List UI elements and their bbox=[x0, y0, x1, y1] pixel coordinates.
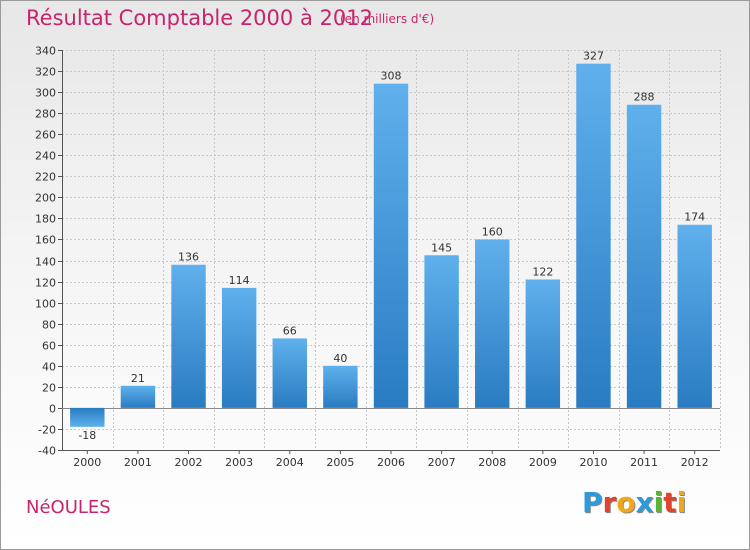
bar-2001 bbox=[120, 385, 156, 408]
data-label: 288 bbox=[634, 91, 655, 104]
y-tick-label: 100 bbox=[35, 298, 56, 311]
x-tick-label: 2012 bbox=[681, 456, 709, 469]
data-label: 160 bbox=[482, 225, 503, 238]
x-tick-label: 2011 bbox=[630, 456, 658, 469]
x-tick-label: 2006 bbox=[377, 456, 405, 469]
y-tick-label: 280 bbox=[35, 108, 56, 121]
y-tick-label: 60 bbox=[42, 340, 56, 353]
y-tick-label: 300 bbox=[35, 87, 56, 100]
logo-letter: x bbox=[635, 486, 654, 519]
bar-2006 bbox=[373, 83, 409, 408]
y-tick-label: 200 bbox=[35, 192, 56, 205]
data-label: 40 bbox=[333, 352, 347, 365]
bar-2004 bbox=[272, 338, 307, 408]
x-tick-label: 2009 bbox=[529, 456, 557, 469]
town-name: NéOULES bbox=[26, 497, 111, 518]
labels: -40 -20 0 20 40 60 80 100 120 140 160 180 200 220 240 2… bbox=[35, 45, 709, 470]
bar-2002 bbox=[171, 264, 206, 408]
y-tick-label: 80 bbox=[42, 319, 56, 332]
y-tick-label: 220 bbox=[35, 171, 56, 184]
x-tick-label: 2003 bbox=[225, 456, 253, 469]
y-tick-label: 140 bbox=[35, 256, 56, 269]
x-tick-label: 2008 bbox=[478, 456, 506, 469]
x-tick-label: 2005 bbox=[326, 456, 354, 469]
x-tick-label: 2002 bbox=[175, 456, 203, 469]
data-label: 122 bbox=[532, 265, 553, 278]
logo-letter: t bbox=[663, 486, 677, 519]
y-tick-label: 320 bbox=[35, 66, 56, 79]
y-tick-label: 120 bbox=[35, 277, 56, 290]
y-tick-label: 260 bbox=[35, 129, 56, 142]
bars bbox=[70, 63, 712, 427]
y-tick-label: 240 bbox=[35, 150, 56, 163]
data-label: 114 bbox=[229, 274, 250, 287]
bar-2007 bbox=[424, 255, 459, 408]
data-label: 145 bbox=[431, 241, 452, 254]
x-tick-label: 2010 bbox=[579, 456, 607, 469]
x-tick-label: 2007 bbox=[428, 456, 456, 469]
x-tick-label: 2000 bbox=[73, 456, 101, 469]
x-tick-label: 2004 bbox=[276, 456, 304, 469]
x-tick-label: 2001 bbox=[124, 456, 152, 469]
bar-2005 bbox=[323, 365, 358, 408]
bar-2012 bbox=[677, 224, 712, 408]
chart-title: Résultat Comptable 2000 à 2012 bbox=[26, 6, 373, 30]
y-tick-label: 160 bbox=[35, 234, 56, 247]
data-label: 21 bbox=[131, 372, 145, 385]
data-label: -18 bbox=[78, 429, 96, 442]
bar-2008 bbox=[475, 239, 510, 408]
bar-2000 bbox=[70, 407, 105, 427]
data-label: 174 bbox=[684, 211, 705, 224]
logo-letter: i bbox=[653, 486, 664, 519]
y-tick-label: 20 bbox=[42, 382, 56, 395]
y-tick-label: 340 bbox=[35, 45, 56, 58]
bar-2003 bbox=[221, 287, 257, 408]
logo-letter: P bbox=[582, 486, 603, 519]
bar-2011 bbox=[626, 104, 662, 408]
y-tick-label: 0 bbox=[49, 403, 56, 416]
bar-2010 bbox=[576, 63, 611, 408]
y-tick-label: 180 bbox=[35, 213, 56, 226]
data-label: 66 bbox=[283, 324, 297, 337]
data-label: 136 bbox=[178, 251, 199, 264]
axes bbox=[58, 50, 720, 454]
data-label: 327 bbox=[583, 50, 604, 63]
data-label: 308 bbox=[381, 70, 402, 83]
logo-letter: r bbox=[602, 486, 617, 519]
y-tick-label: -40 bbox=[38, 445, 56, 458]
y-tick-label: 40 bbox=[42, 361, 56, 374]
chart-subtitle: (en milliers d'€) bbox=[340, 12, 435, 26]
logo-letter: i bbox=[676, 486, 687, 519]
logo-letter: o bbox=[616, 486, 636, 519]
bar-2009 bbox=[525, 279, 561, 408]
y-tick-label: -20 bbox=[38, 424, 56, 437]
proxiti-logo: Proxiti bbox=[582, 486, 686, 519]
